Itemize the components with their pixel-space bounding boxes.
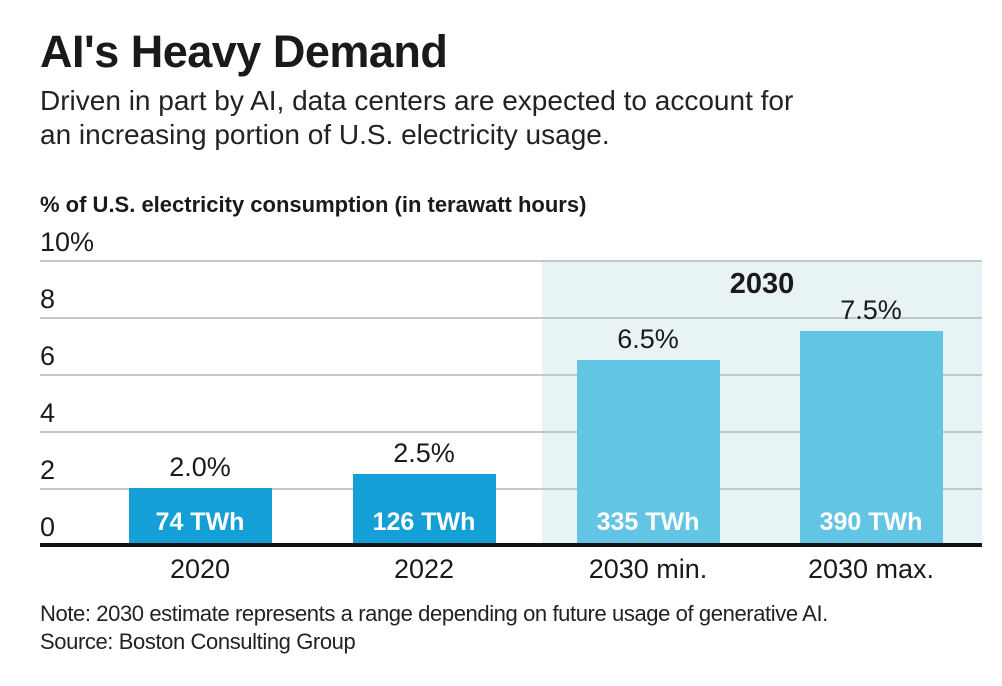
source-text: Source: Boston Consulting Group — [40, 629, 356, 654]
chart-title: AI's Heavy Demand — [40, 26, 448, 77]
bar-twh-label: 74 TWh — [155, 508, 245, 536]
gridline — [40, 431, 982, 433]
gridline — [40, 317, 982, 319]
bar-2030-min- — [576, 360, 720, 545]
gridline — [40, 260, 982, 262]
chart-subtitle: Driven in part by AI, data centers are e… — [40, 84, 793, 152]
bar-2022 — [352, 474, 496, 545]
y-axis-title: % of U.S. electricity consumption (in te… — [40, 192, 587, 217]
bar-value-label: 6.5% — [617, 324, 679, 354]
chart-subtitle-line-2: an increasing portion of U.S. electricit… — [40, 119, 610, 150]
y-tick-label: 4 — [40, 398, 56, 428]
y-tick-label: 8 — [40, 284, 56, 314]
note-text: Note: 2030 estimate represents a range d… — [40, 601, 828, 626]
bar-twh-label: 390 TWh — [819, 508, 923, 536]
x-category-label: 2030 max. — [807, 554, 935, 584]
bar-2020 — [128, 488, 272, 545]
x-axis-baseline — [40, 543, 982, 547]
bar-value-label: 2.0% — [169, 452, 231, 482]
bar-2030-max- — [799, 331, 943, 545]
gridline — [40, 374, 982, 376]
gridline — [40, 488, 982, 490]
x-category-label: 2020 — [169, 554, 231, 584]
y-tick-label: 0 — [40, 512, 56, 542]
chart-subtitle-line-1: Driven in part by AI, data centers are e… — [40, 85, 794, 116]
y-tick-label: 2 — [40, 455, 56, 485]
bar-twh-label: 126 TWh — [372, 508, 476, 536]
bar-value-label: 7.5% — [840, 295, 902, 325]
bar-value-label: 2.5% — [393, 438, 455, 468]
projection-region-label: 2030 — [729, 268, 795, 300]
y-tick-label: 6 — [40, 341, 56, 371]
x-category-label: 2022 — [393, 554, 455, 584]
x-category-label: 2030 min. — [588, 554, 708, 584]
bar-twh-label: 335 TWh — [596, 508, 700, 536]
footnote-block: Note: 2030 estimate represents a range d… — [40, 600, 828, 656]
y-tick-label: 10% — [40, 227, 95, 257]
